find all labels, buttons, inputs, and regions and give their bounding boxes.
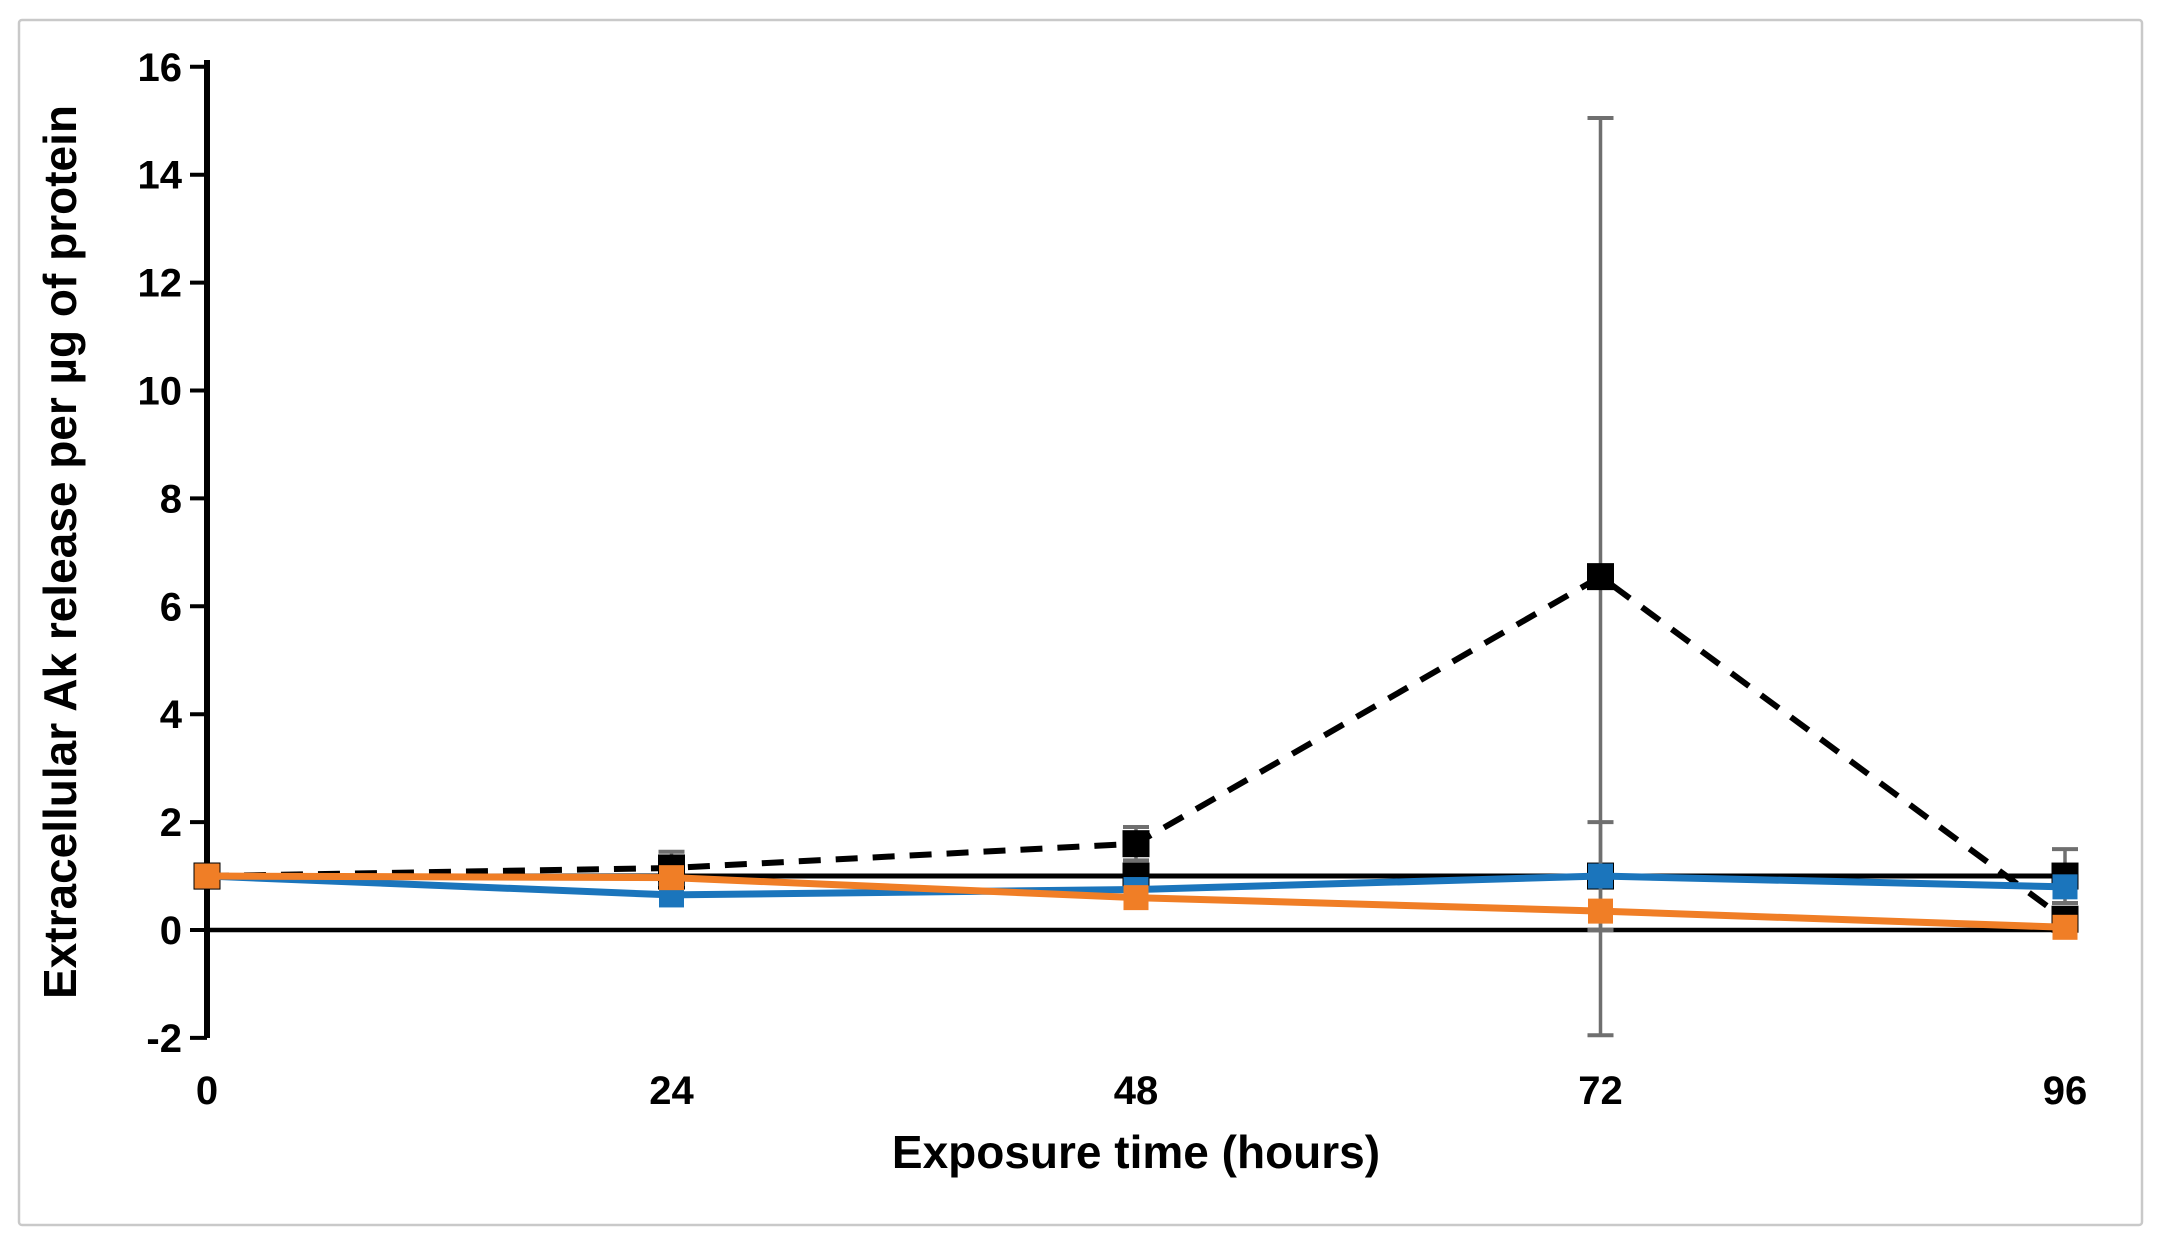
y-tick-label: 10 (138, 370, 183, 414)
x-tick-label: 24 (649, 1069, 694, 1113)
data-point-marker (2052, 874, 2078, 900)
x-tick-label: 0 (196, 1069, 218, 1113)
data-point-marker (194, 863, 220, 889)
data-point-marker (1587, 563, 1614, 591)
data-point-marker (2052, 914, 2078, 940)
tick-label-layer: 16 14 12 10 8 6 4 2 0 -2 0 24 48 72 96 (138, 46, 2088, 1113)
y-tick-label: 2 (160, 801, 182, 845)
series-layer (193, 116, 2079, 1038)
data-point-marker (1588, 863, 1613, 889)
series-treatment-orange (194, 863, 2078, 940)
figure-border (17, 18, 2144, 1227)
y-axis-title: Extracellular Ak release per µg of prote… (34, 105, 86, 999)
data-point-marker (659, 865, 684, 891)
y-tick-label: 16 (138, 46, 183, 90)
x-tick-label: 72 (1578, 1069, 1623, 1113)
x-tick-label: 48 (1114, 1069, 1159, 1113)
y-tick-label: -2 (146, 1017, 182, 1061)
y-tick-label: 14 (138, 154, 183, 198)
data-point-marker (1123, 885, 1149, 911)
x-axis-title: Exposure time (hours) (892, 1126, 1380, 1178)
y-tick-label: 4 (160, 693, 183, 737)
y-tick-label: 6 (160, 585, 182, 629)
data-point-marker (1122, 830, 1150, 858)
y-tick-label: 12 (138, 262, 183, 306)
y-tick-label: 0 (160, 909, 182, 953)
data-point-marker (1588, 898, 1613, 924)
x-tick-label: 96 (2043, 1069, 2088, 1113)
y-tick-label: 8 (160, 477, 182, 521)
